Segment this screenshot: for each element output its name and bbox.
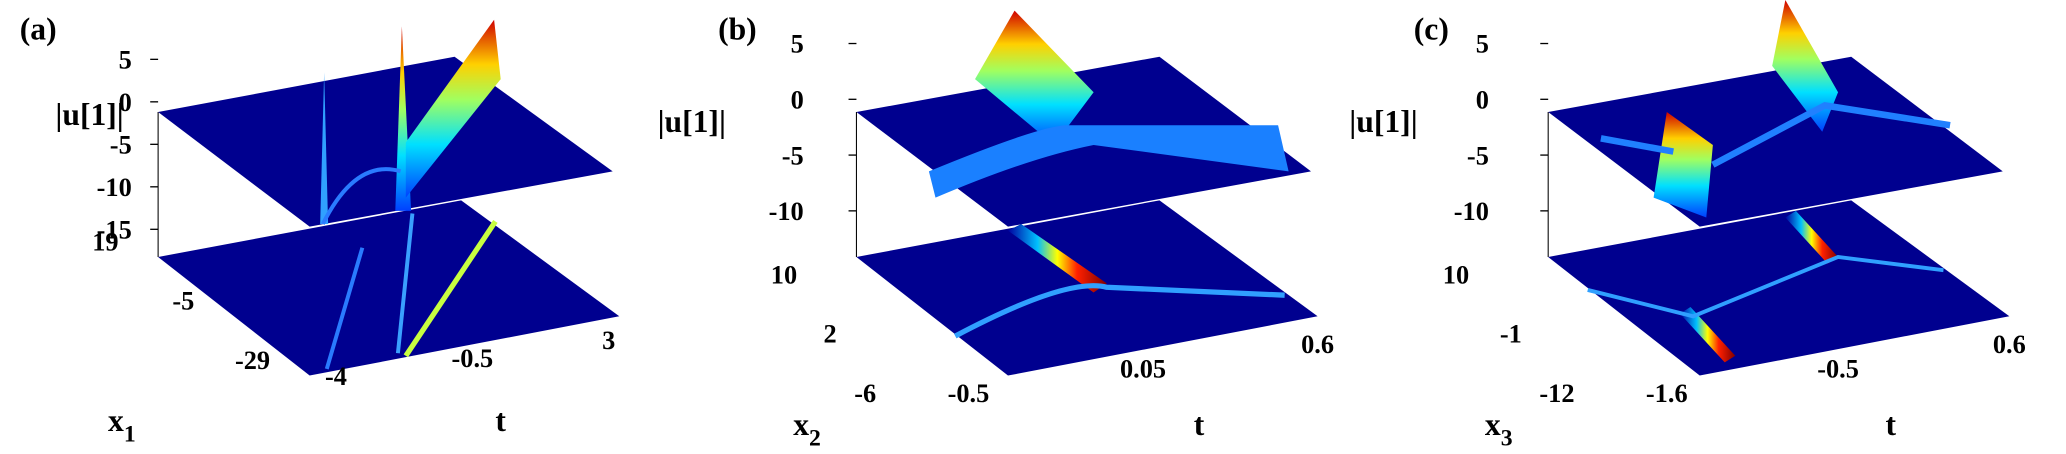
density-ridge — [954, 283, 1285, 339]
x-tick-label: -29 — [235, 346, 270, 375]
density-plane — [158, 200, 620, 376]
surface-peak — [1653, 112, 1713, 218]
x-tick-label: 10 — [1443, 260, 1469, 289]
x-axis-symbol: x — [793, 407, 809, 442]
z-axis-label: |u[1]| — [1349, 104, 1417, 139]
panel-a-surfaces — [157, 19, 620, 376]
x-tick-label: 2 — [824, 320, 837, 349]
panel-labels: (c) |u[1]| 5 0 -5 -10 10 -1 -12 -1.6 -0.5 0.6 x3 t — [1349, 12, 2026, 452]
density-ridge — [1785, 210, 1839, 264]
t-axis-label: t — [495, 403, 506, 438]
t-tick-label: 0.6 — [1993, 330, 2026, 359]
x-axis-subscript: 3 — [1501, 425, 1513, 451]
density-ridge — [324, 247, 365, 370]
panel-label: (c) — [1414, 12, 1449, 47]
t-tick-label: 3 — [602, 326, 615, 355]
x-axis-label: x1 — [108, 403, 136, 448]
z-tick-label: 5 — [119, 46, 132, 75]
density-ridge — [403, 219, 498, 358]
x-tick-label: -1 — [1500, 320, 1522, 349]
surface-peak — [1772, 0, 1839, 132]
density-ridge — [1587, 254, 1944, 319]
x-axis-label: x3 — [1485, 407, 1513, 452]
t-tick-label: 0.05 — [1120, 355, 1166, 384]
t-axis-label: t — [1194, 407, 1205, 442]
t-tick-label: -1.6 — [1646, 379, 1688, 408]
z-tick-label: 0 — [1476, 86, 1489, 115]
z-tick-label: -10 — [769, 197, 804, 226]
density-plane — [1548, 200, 2010, 376]
z-axis-label: |u[1]| — [658, 104, 726, 139]
z-tick-label: 0 — [119, 88, 132, 117]
panel-label: (b) — [718, 12, 757, 47]
t-tick-label: -0.5 — [1817, 355, 1859, 384]
surface-ridge — [321, 167, 402, 225]
z-tick-label: -10 — [1454, 197, 1489, 226]
x-axis-label: x2 — [793, 407, 821, 452]
x-axis-subscript: 1 — [124, 421, 136, 447]
t-tick-label: -0.5 — [452, 344, 494, 373]
surface-wave — [928, 125, 1289, 198]
z-axis-label: |u[1]| — [55, 97, 123, 132]
z-tick-label: 5 — [791, 30, 804, 59]
z-tick-label: -5 — [110, 131, 132, 160]
x-tick-label: -5 — [172, 287, 194, 316]
panel-b-surfaces — [855, 10, 1318, 376]
panel-label: (a) — [20, 12, 57, 47]
z-tick-label: -5 — [782, 141, 804, 170]
z-tick-label: -10 — [97, 173, 132, 202]
x-tick-label: -12 — [1539, 379, 1574, 408]
density-ridge — [395, 213, 415, 354]
x-axis-subscript: 2 — [809, 425, 821, 451]
z-tick-label: 5 — [1476, 30, 1489, 59]
z-tick-label: -5 — [1467, 141, 1489, 170]
surface-wave — [405, 19, 501, 198]
t-axis-label: t — [1885, 407, 1896, 442]
x-axis-symbol: x — [1485, 407, 1501, 442]
t-tick-label: -0.5 — [948, 379, 990, 408]
surface-plane — [158, 56, 613, 227]
surface-peak — [320, 72, 329, 225]
x-tick-label: 10 — [771, 260, 797, 289]
density-ridge — [1007, 224, 1107, 293]
x-tick-label: -6 — [854, 379, 876, 408]
x-tick-label: 19 — [92, 227, 118, 256]
z-tick-label: -15 — [97, 216, 132, 245]
density-ridge — [1679, 307, 1736, 363]
panel-c-surfaces — [1547, 0, 2010, 376]
z-tick-label: 0 — [791, 86, 804, 115]
x-axis-symbol: x — [108, 403, 124, 438]
surface-ridge — [1600, 102, 1951, 168]
t-tick-label: -4 — [325, 362, 347, 391]
t-tick-label: 0.6 — [1301, 330, 1334, 359]
surface-wave — [975, 10, 1094, 145]
